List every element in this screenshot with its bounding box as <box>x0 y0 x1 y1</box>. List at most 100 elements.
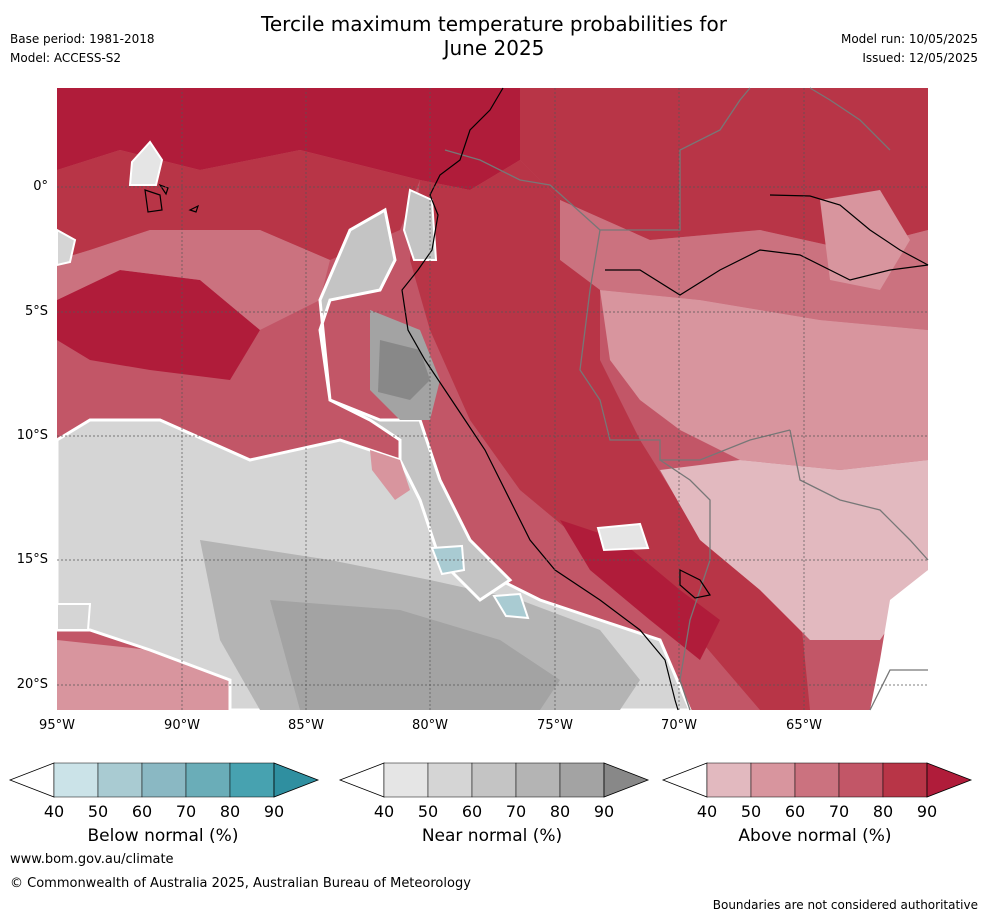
border-northeast <box>809 87 891 151</box>
zone-near-80-ocean <box>270 600 560 710</box>
base-period: Base period: 1981-2018 <box>10 32 155 46</box>
colorbar-label-above: Above normal (%) <box>738 826 892 846</box>
colorbar-segment <box>141 762 187 798</box>
y-tick-label: 10°S <box>16 428 48 443</box>
border-bolivia-south <box>869 669 928 711</box>
colorbar-segment <box>471 762 517 798</box>
colorbar-tick-label: 40 <box>373 802 395 821</box>
colorbar-segment <box>882 762 928 798</box>
issued-date: Issued: 12/05/2025 <box>862 51 978 65</box>
footer-copyright: © Commonwealth of Australia 2025, Austra… <box>10 876 471 891</box>
coastline <box>144 87 929 711</box>
zone-above-70-west <box>57 230 330 330</box>
x-tick-label: 65°W <box>786 718 822 733</box>
colorbar-tick-label: 90 <box>593 802 615 821</box>
colorbars <box>8 762 973 798</box>
colorbar-segment <box>427 762 473 798</box>
colorbar-tick-label: 50 <box>417 802 439 821</box>
colorbar-above-normal <box>661 762 973 798</box>
colorbar-arrow-low <box>8 762 55 798</box>
colorbar-label-below: Below normal (%) <box>87 826 239 846</box>
gridlines <box>57 88 928 710</box>
colorbar-tick-label: 70 <box>505 802 527 821</box>
colorbar-tick-label: 50 <box>740 802 762 821</box>
colorbar-tick-label: 40 <box>43 802 65 821</box>
model-name: Model: ACCESS-S2 <box>10 51 122 65</box>
border-bolivia-brazil <box>789 429 929 561</box>
x-tick-label: 80°W <box>412 718 448 733</box>
colorbar-arrow-high <box>926 762 973 798</box>
colorbar-segment <box>185 762 231 798</box>
zone-near-peru-tongue <box>318 207 513 602</box>
x-tick-label: 95°W <box>39 718 75 733</box>
zone-near-galapagos <box>128 140 164 186</box>
zone-above-80-coast <box>410 160 810 710</box>
map-title: Tercile maximum temperature probabilitie… <box>0 12 988 60</box>
zone-above-70-east <box>560 200 928 330</box>
y-tick-label: 0° <box>33 179 48 194</box>
zone-above-60-amazon <box>820 190 910 290</box>
zone-above-60-offshore <box>370 450 410 500</box>
colorbar-near-normal <box>338 762 650 798</box>
colorbar-tick-label: 60 <box>784 802 806 821</box>
border-peru-brazil <box>579 229 791 461</box>
x-tick-label: 85°W <box>288 718 324 733</box>
x-tick-label: 75°W <box>537 718 573 733</box>
colorbar-tick-label: 60 <box>131 802 153 821</box>
colorbar-segment <box>559 762 605 798</box>
colorbar-arrow-high <box>273 762 320 798</box>
colorbar-below-normal <box>8 762 320 798</box>
zone-above-90-north <box>57 88 520 190</box>
river-amazon-main <box>605 249 929 296</box>
zone-near-inland-patch <box>596 522 650 552</box>
galapagos-islands <box>144 183 200 213</box>
colorbar-segment <box>794 762 840 798</box>
lake-titicaca <box>679 569 711 599</box>
footer-url: www.bom.gov.au/climate <box>10 852 174 867</box>
border-colombia-ecuador <box>444 87 751 231</box>
colorbar-tick-label: 90 <box>263 802 285 821</box>
colorbar-tick-label: 80 <box>872 802 894 821</box>
colorbar-tick-label: 70 <box>828 802 850 821</box>
colorbar-tick-label: 80 <box>549 802 571 821</box>
zone-below-60-patch-2 <box>492 592 530 620</box>
coastline-pacific <box>401 87 679 711</box>
meta-right: Model run: 10/05/2025 Issued: 12/05/2025 <box>841 30 978 68</box>
colorbar-arrow-low <box>661 762 708 798</box>
zone-above-90-coast <box>560 520 720 660</box>
colorbar-segment <box>515 762 561 798</box>
zone-white-southeast <box>870 570 928 710</box>
x-tick-label: 70°W <box>661 718 697 733</box>
colorbar-tick-label: 60 <box>461 802 483 821</box>
colorbar-arrow-high <box>603 762 650 798</box>
title-line-2: June 2025 <box>443 36 545 60</box>
model-run: Model run: 10/05/2025 <box>840 32 978 46</box>
zone-above-60-southwest <box>57 640 230 710</box>
y-tick-label: 5°S <box>24 304 48 319</box>
river-amazon-north <box>769 194 929 266</box>
colorbar-segment <box>706 762 752 798</box>
zone-near-90-peru <box>378 340 430 400</box>
footer-disclaimer: Boundaries are not considered authoritat… <box>712 898 978 912</box>
country-borders <box>444 87 929 711</box>
colorbar-arrow-low <box>338 762 385 798</box>
map-field <box>57 88 928 710</box>
x-tick-label: 90°W <box>164 718 200 733</box>
colorbar-segment <box>383 762 429 798</box>
colorbar-tick-label: 50 <box>87 802 109 821</box>
colorbar-tick-label: 70 <box>175 802 197 821</box>
colorbar-segment <box>97 762 143 798</box>
zone-below-60-patch-1 <box>430 544 466 576</box>
colorbar-label-near: Near normal (%) <box>421 826 563 846</box>
colorbar-segment <box>750 762 796 798</box>
colorbar-segment <box>838 762 884 798</box>
zone-near-southwest-edge <box>57 603 92 631</box>
zone-above-60-inland <box>600 290 928 470</box>
colorbar-segment <box>229 762 275 798</box>
zone-above-90-west <box>57 270 260 380</box>
y-tick-label: 20°S <box>16 677 48 692</box>
zone-near-west-edge <box>57 228 77 267</box>
y-tick-label: 15°S <box>16 552 48 567</box>
colorbar-tick-label: 80 <box>219 802 241 821</box>
